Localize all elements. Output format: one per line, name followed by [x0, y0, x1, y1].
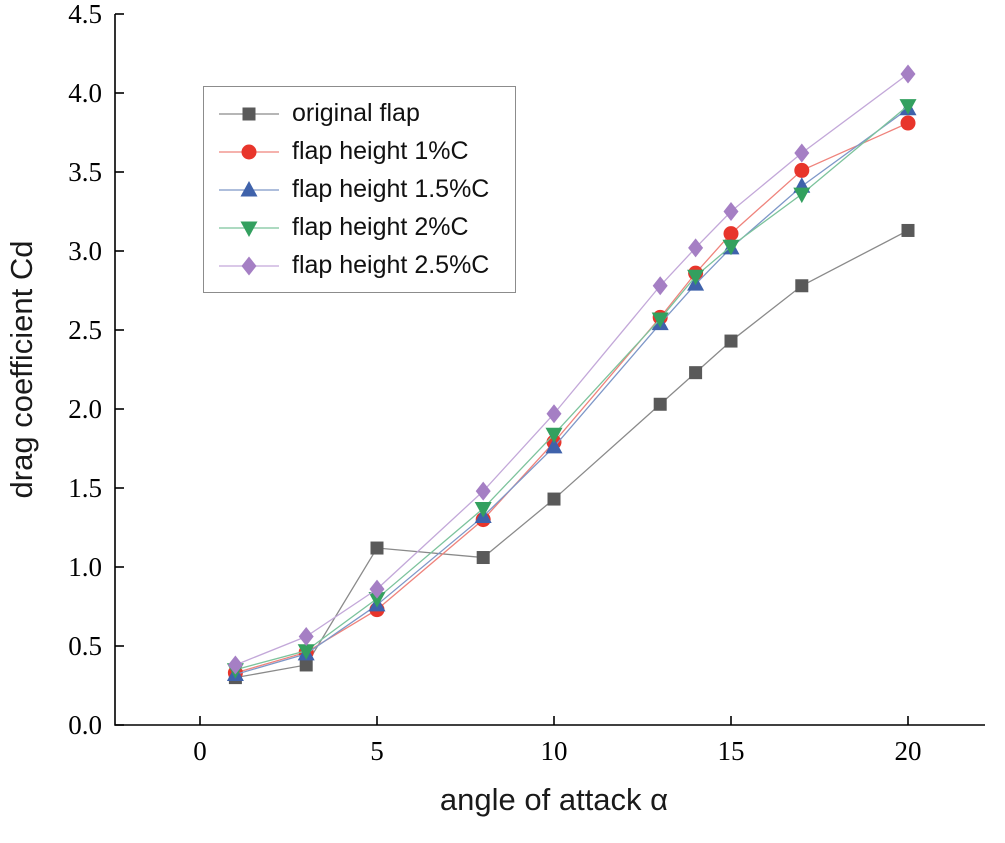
- y-tick-label: 0.0: [68, 710, 102, 740]
- y-tick-label: 3.0: [68, 236, 102, 266]
- y-tick-label: 1.5: [68, 473, 102, 503]
- x-tick-label: 10: [541, 736, 568, 766]
- y-tick-label: 2.0: [68, 394, 102, 424]
- y-tick-label: 0.5: [68, 631, 102, 661]
- y-tick-label: 1.0: [68, 552, 102, 582]
- triangle-down-marker-icon: [219, 221, 279, 237]
- legend-label: flap height 2%C: [292, 213, 469, 241]
- y-tick-label: 4.5: [68, 0, 102, 29]
- x-axis-label: angle of attack α: [440, 782, 668, 817]
- x-tick-label: 0: [193, 736, 207, 766]
- diamond-marker-icon: [219, 256, 279, 275]
- triangle-up-marker-icon: [219, 180, 279, 196]
- legend-label: original flap: [292, 99, 420, 127]
- y-tick-label: 4.0: [68, 78, 102, 108]
- legend-label: flap height 2.5%C: [292, 251, 490, 279]
- legend-item: flap height 2.5%C: [216, 249, 489, 282]
- square-marker-icon: [219, 107, 279, 120]
- x-tick-label: 15: [718, 736, 745, 766]
- series-original-flap: [228, 223, 915, 685]
- legend-label: flap height 1.5%C: [292, 175, 490, 203]
- y-axis-label: drag coefficient Cd: [4, 241, 39, 499]
- series-flap-height-2-5-c: [227, 64, 916, 675]
- legend-item: flap height 1.5%C: [216, 173, 489, 206]
- legend-label: flap height 1%C: [292, 137, 469, 165]
- x-tick-label: 5: [370, 736, 384, 766]
- circle-marker-icon: [219, 144, 279, 159]
- legend-item: original flap: [216, 97, 489, 130]
- y-tick-label: 2.5: [68, 315, 102, 345]
- legend: original flap flap height 1%C flap height …: [203, 86, 517, 293]
- x-tick-label: 20: [895, 736, 922, 766]
- legend-item: flap height 2%C: [216, 211, 489, 244]
- legend-item: flap height 1%C: [216, 135, 489, 168]
- y-tick-label: 3.5: [68, 157, 102, 187]
